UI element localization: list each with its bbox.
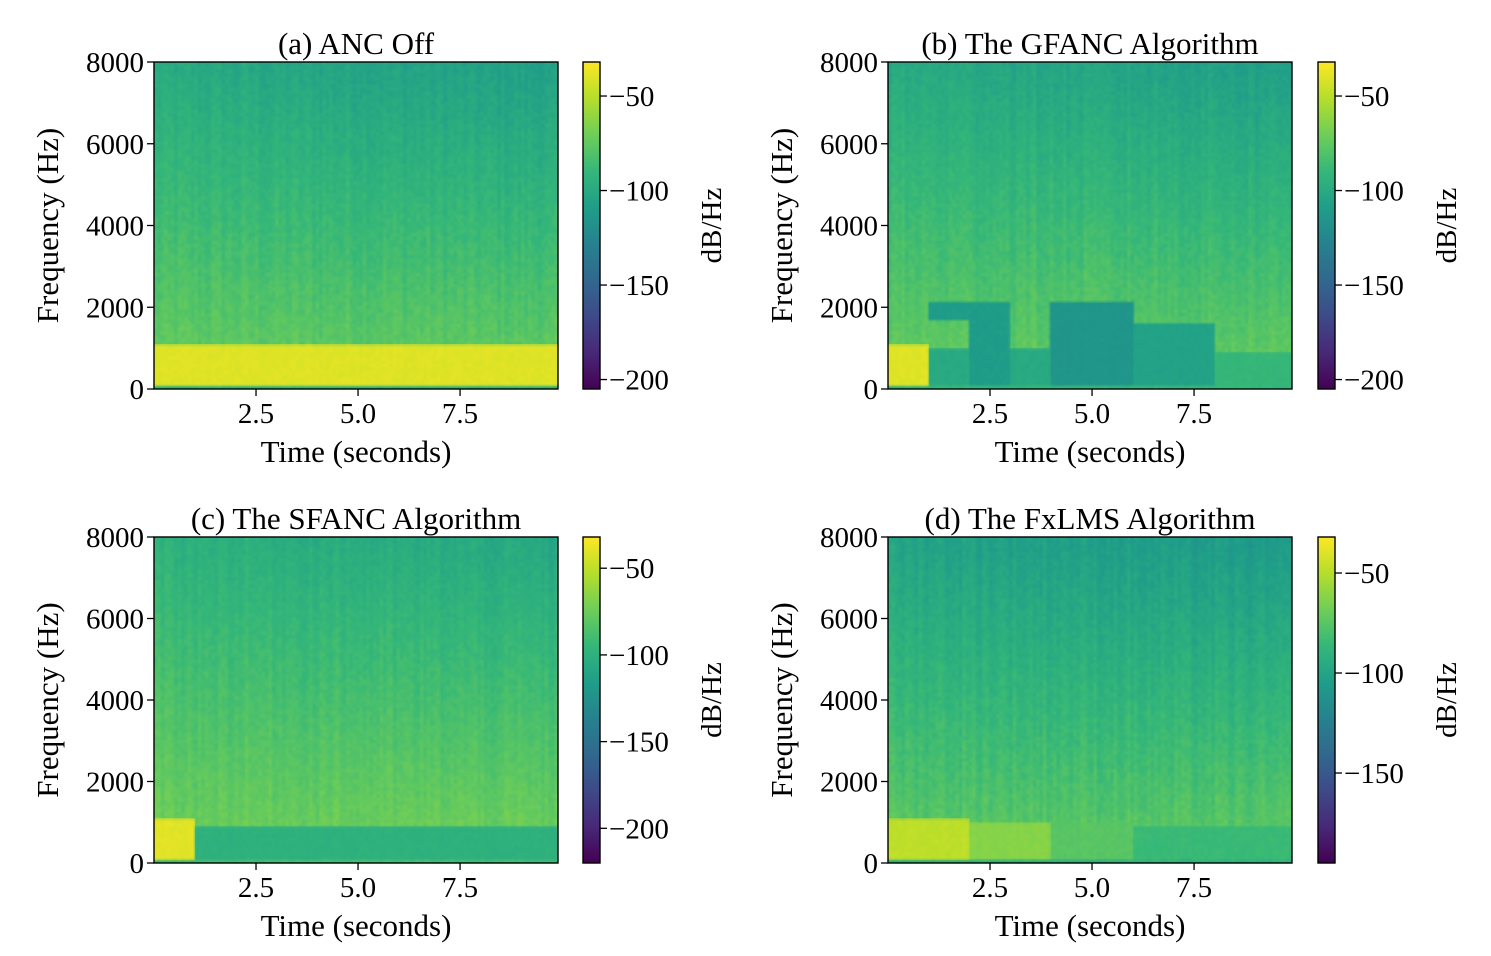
- x-tick-label: 5.0: [1074, 398, 1110, 430]
- band-mark-6: [1132, 323, 1215, 385]
- colorbar-tick-label: −50: [609, 553, 654, 585]
- y-tick-label: 4000: [820, 685, 878, 717]
- spectrogram-panel-b: (b) The GFANC Algorithm 2.5 5.0 7.5 0 2000 400…: [764, 26, 1463, 469]
- colorbar: [583, 62, 600, 389]
- band-mark-5: [1051, 303, 1133, 385]
- band-mark-1: [928, 303, 970, 320]
- colorbar-frame: [1317, 536, 1336, 864]
- y-axis-label: Frequency (Hz): [30, 128, 65, 323]
- colorbar-tick-label: −100: [1344, 658, 1404, 690]
- colorbar: [1318, 537, 1335, 863]
- x-tick-label: 2.5: [972, 872, 1008, 904]
- colorbar-tick-label: −150: [1344, 758, 1404, 790]
- band-mark-0: [154, 344, 558, 386]
- y-axis-label: Frequency (Hz): [30, 602, 65, 797]
- colorbar: [1318, 62, 1335, 389]
- y-tick-label: 6000: [86, 129, 144, 161]
- spectrogram-image: [888, 537, 1292, 863]
- x-axis-label: Time (seconds): [995, 434, 1186, 469]
- colorbar-tick-label: −200: [609, 813, 669, 845]
- x-axis-label: Time (seconds): [995, 908, 1186, 943]
- y-tick-label: 8000: [86, 522, 144, 554]
- colorbar-tick-label: −50: [609, 81, 654, 113]
- colorbar-frame: [582, 61, 601, 390]
- spectrogram-image: [154, 62, 558, 389]
- x-tick-label: 7.5: [1176, 872, 1212, 904]
- y-axis-label: Frequency (Hz): [764, 602, 799, 797]
- y-tick-label: 8000: [820, 522, 878, 554]
- colorbar-tick-label: −100: [609, 176, 669, 208]
- y-tick-label: 8000: [820, 47, 878, 79]
- y-tick-label: 2000: [820, 292, 878, 324]
- colorbar-label: dB/Hz: [1431, 662, 1463, 738]
- y-tick-label: 2000: [820, 767, 878, 799]
- spectrogram-panel-c: (c) The SFANC Algorithm 2.5 5.0 7.5 0 2000 400…: [30, 501, 728, 943]
- x-tick-label: 7.5: [442, 872, 478, 904]
- band-mark-2: [928, 348, 970, 385]
- y-tick-label: 2000: [86, 292, 144, 324]
- band-mark-7: [1214, 352, 1292, 385]
- colorbar-label: dB/Hz: [696, 662, 728, 738]
- band-mark-0: [154, 818, 195, 860]
- y-tick-label: 6000: [86, 604, 144, 636]
- colorbar-label: dB/Hz: [696, 188, 728, 264]
- colorbar-tick-label: −150: [1344, 270, 1404, 302]
- y-axis-label: Frequency (Hz): [764, 128, 799, 323]
- y-tick-label: 0: [130, 848, 145, 880]
- y-tick-label: 4000: [820, 211, 878, 243]
- y-tick-label: 6000: [820, 604, 878, 636]
- x-tick-label: 7.5: [442, 398, 478, 430]
- x-tick-label: 2.5: [238, 872, 274, 904]
- colorbar-label: dB/Hz: [1431, 188, 1463, 264]
- x-tick-label: 5.0: [340, 398, 376, 430]
- x-tick-label: 2.5: [972, 398, 1008, 430]
- colorbar-tick-label: −150: [609, 727, 669, 759]
- colorbar: [583, 537, 600, 863]
- colorbar-tick-label: −150: [609, 270, 669, 302]
- band-mark-1: [969, 822, 1052, 859]
- band-mark-3: [1132, 826, 1292, 859]
- y-tick-label: 4000: [86, 211, 144, 243]
- chart-title: (b) The GFANC Algorithm: [921, 26, 1258, 61]
- y-tick-label: 0: [130, 374, 145, 406]
- chart-title: (a) ANC Off: [278, 26, 435, 61]
- spectrogram-panel-d: (d) The FxLMS Algorithm 2.5 5.0 7.5 0 2000 400…: [764, 501, 1463, 943]
- y-tick-label: 2000: [86, 767, 144, 799]
- band-mark-0: [888, 344, 929, 386]
- y-tick-label: 0: [864, 374, 879, 406]
- chart-title: (c) The SFANC Algorithm: [191, 501, 521, 536]
- spectrogram-panel-a: (a) ANC Off 2.5 5.0 7.5 0 2000 4000 6000 8000 Tim…: [30, 26, 728, 469]
- band-mark-0: [888, 818, 970, 860]
- y-tick-label: 8000: [86, 47, 144, 79]
- y-tick-label: 0: [864, 848, 879, 880]
- y-tick-label: 6000: [820, 129, 878, 161]
- x-axis-label: Time (seconds): [261, 908, 452, 943]
- colorbar-tick-label: −100: [609, 640, 669, 672]
- colorbar-tick-label: −200: [1344, 365, 1404, 397]
- y-tick-label: 4000: [86, 685, 144, 717]
- colorbar-frame: [582, 536, 601, 864]
- colorbar-frame: [1317, 61, 1336, 390]
- band-mark-1: [194, 826, 558, 859]
- spectrogram-image: [154, 537, 558, 863]
- colorbar-tick-label: −50: [1344, 81, 1389, 113]
- chart-title: (d) The FxLMS Algorithm: [925, 501, 1256, 536]
- band-mark-3: [969, 303, 1011, 385]
- band-mark-4: [1010, 348, 1052, 385]
- x-tick-label: 2.5: [238, 398, 274, 430]
- colorbar-tick-label: −50: [1344, 558, 1389, 590]
- x-tick-label: 7.5: [1176, 398, 1212, 430]
- colorbar-tick-label: −100: [1344, 176, 1404, 208]
- band-mark-2: [1051, 822, 1133, 859]
- x-axis-label: Time (seconds): [261, 434, 452, 469]
- x-tick-label: 5.0: [340, 872, 376, 904]
- x-tick-label: 5.0: [1074, 872, 1110, 904]
- colorbar-tick-label: −200: [609, 365, 669, 397]
